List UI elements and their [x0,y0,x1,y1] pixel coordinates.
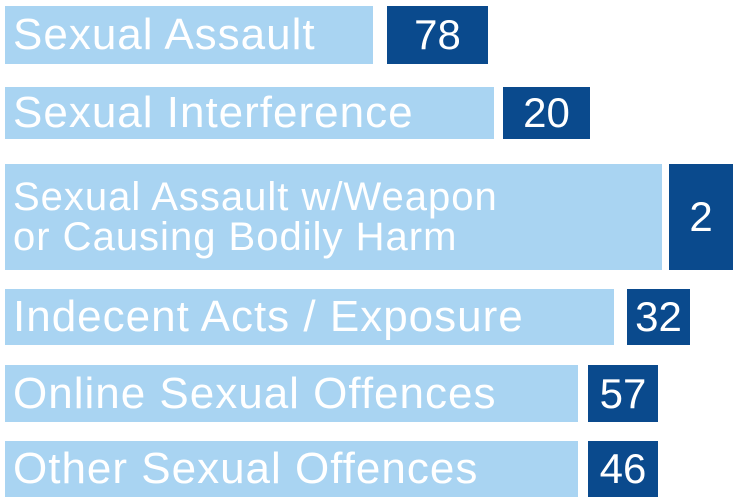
label-line: Sexual Interference [13,88,414,137]
category-label: Sexual Interference [5,87,494,139]
category-label: Sexual Assault [5,6,373,64]
label-line: Other Sexual Offences [13,444,479,493]
category-label: Other Sexual Offences [5,441,578,497]
count-box: 32 [627,289,690,345]
count-box: 57 [588,365,658,422]
label-line: Sexual Assault w/Weapon [13,175,498,219]
label-line: or Causing Bodily Harm [13,215,458,259]
count-box: 46 [588,441,658,497]
label-line: Indecent Acts / Exposure [13,292,524,341]
category-label: Indecent Acts / Exposure [5,289,614,345]
count-box: 78 [387,6,488,64]
label-line: Online Sexual Offences [13,368,497,418]
label-line: Sexual Assault [13,10,316,59]
count-box: 20 [503,87,590,139]
category-label: Sexual Assault w/Weapon or Causing Bodily… [5,164,662,270]
count-box: 2 [669,164,733,270]
category-label: Online Sexual Offences [5,365,578,422]
